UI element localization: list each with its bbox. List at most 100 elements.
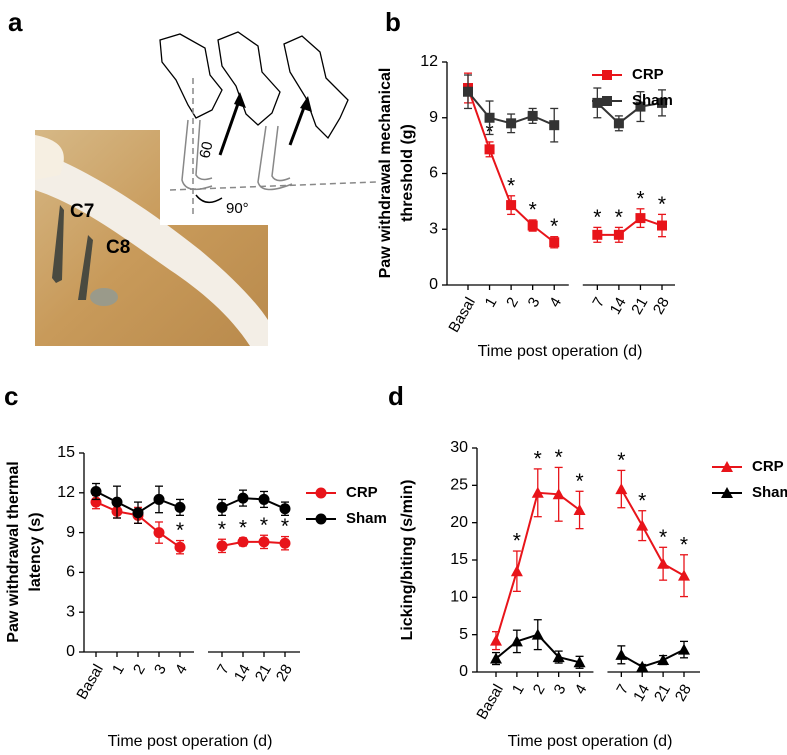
- legend-label: Sham: [632, 92, 673, 109]
- x-axis-label: Time post operation (d): [478, 343, 643, 360]
- marker: [678, 643, 690, 655]
- marker: [90, 485, 102, 497]
- x-tick-label: 2: [130, 661, 149, 677]
- y-tick-label: 9: [66, 524, 75, 541]
- marker: [549, 120, 560, 131]
- filament: [257, 125, 293, 191]
- marker: [258, 493, 270, 505]
- x-axis-label: Time post operation (d): [508, 733, 673, 750]
- y-tick-label: 3: [66, 603, 75, 620]
- marker: [592, 97, 603, 108]
- marker: [279, 503, 291, 515]
- x-tick-label: 1: [509, 681, 528, 697]
- x-tick-label: 14: [630, 681, 653, 704]
- significance: *: [218, 518, 226, 541]
- significance: *: [534, 447, 542, 470]
- legend-label: Sham: [346, 510, 387, 527]
- tissue-highlight: [35, 135, 64, 180]
- x-tick-label: 21: [628, 294, 651, 317]
- significance: *: [507, 174, 515, 197]
- x-tick-label: 4: [172, 661, 191, 677]
- marker: [490, 634, 502, 646]
- marker: [657, 97, 667, 108]
- marker: [552, 488, 565, 500]
- significance: *: [281, 515, 289, 538]
- marker: [490, 652, 502, 664]
- x-tick-label: 4: [546, 294, 565, 310]
- significance: *: [615, 206, 623, 229]
- marker: [484, 144, 495, 155]
- series-line: [467, 87, 663, 244]
- x-tick-label: 14: [231, 661, 254, 684]
- y-tick-label: 5: [459, 626, 468, 643]
- significance: *: [638, 489, 646, 512]
- marker: [615, 483, 628, 495]
- x-tick-label: 7: [613, 681, 632, 697]
- significance: *: [260, 514, 268, 537]
- x-tick-label: 28: [672, 681, 695, 704]
- marker: [237, 492, 249, 504]
- arrow: [288, 101, 308, 146]
- marker: [463, 86, 473, 97]
- legend-marker: [721, 487, 733, 498]
- significance: *: [555, 446, 563, 469]
- marker: [484, 112, 495, 123]
- nerve: [35, 150, 268, 346]
- paw-outline: [217, 31, 281, 126]
- marker: [657, 220, 667, 231]
- marker: [506, 200, 517, 211]
- series-line: [95, 490, 286, 514]
- legend-label: CRP: [346, 484, 378, 501]
- legend-marker: [602, 96, 612, 106]
- x-tick-label: 4: [572, 681, 591, 697]
- y-axis-label: threshold (g): [399, 124, 416, 222]
- x-tick-label: 2: [503, 294, 522, 310]
- x-tick-label: 14: [607, 294, 630, 317]
- panel-label: c: [4, 381, 18, 411]
- significance: *: [550, 215, 558, 238]
- marker: [592, 229, 603, 240]
- panel-label: a: [8, 7, 23, 37]
- y-tick-label: 12: [420, 53, 438, 70]
- marker: [635, 213, 646, 224]
- marker: [258, 536, 270, 548]
- marker: [678, 569, 690, 581]
- y-tick-label: 20: [450, 514, 468, 531]
- marker: [510, 635, 523, 647]
- x-tick-label: Basal: [445, 294, 478, 335]
- y-axis-label: Licking/biting (s/min): [399, 480, 416, 641]
- marker: [573, 503, 586, 515]
- x-tick-label: 21: [252, 661, 275, 684]
- y-tick-label: 15: [450, 551, 468, 568]
- significance: *: [617, 449, 625, 472]
- marker: [527, 220, 538, 231]
- nerve-label: C7: [70, 201, 94, 222]
- nerve-label: C8: [106, 237, 130, 258]
- legend-marker: [315, 513, 327, 525]
- x-tick-label: 1: [482, 294, 501, 310]
- y-tick-label: 10: [450, 589, 468, 606]
- panel-label: d: [388, 381, 404, 411]
- significance: *: [636, 187, 644, 210]
- electrode-tip: [90, 288, 118, 306]
- significance: *: [513, 530, 521, 553]
- significance: *: [658, 193, 666, 216]
- legend-label: CRP: [752, 458, 784, 475]
- y-tick-label: 9: [429, 109, 438, 126]
- x-axis-label: Time post operation (d): [108, 733, 273, 750]
- x-tick-label: 7: [589, 294, 608, 310]
- legend-marker: [721, 461, 733, 472]
- series-line: [495, 633, 685, 668]
- x-tick-label: 1: [109, 661, 128, 677]
- marker: [657, 654, 670, 666]
- schematic-bg: [160, 30, 370, 225]
- marker: [216, 540, 228, 552]
- legend-marker: [315, 487, 327, 499]
- marker: [552, 651, 565, 663]
- y-tick-label: 3: [429, 220, 438, 237]
- marker: [636, 519, 649, 531]
- angle-label: 60: [196, 140, 216, 160]
- marker: [506, 118, 517, 129]
- filament: [181, 119, 213, 191]
